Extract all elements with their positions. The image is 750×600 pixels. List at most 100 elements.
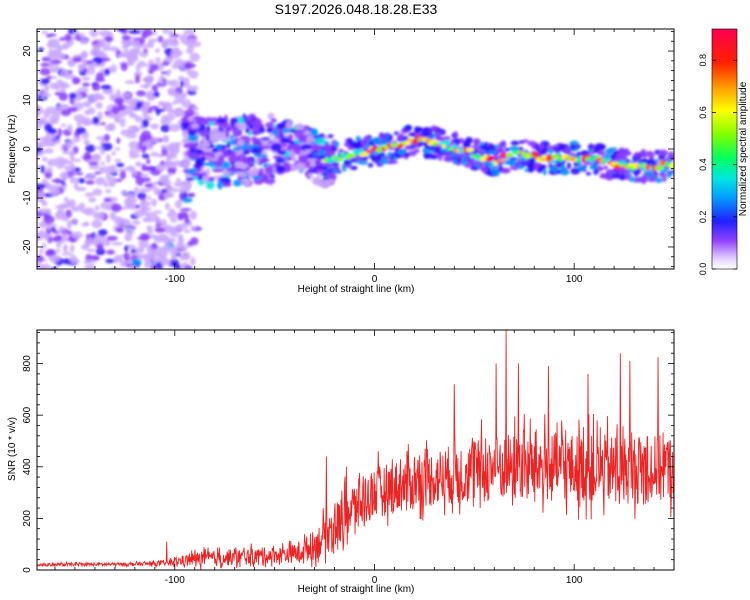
- heatmap-cell: [225, 122, 230, 128]
- heatmap-cell: [162, 29, 169, 35]
- heatmap-cell: [73, 177, 79, 185]
- heatmap-cell: [171, 101, 177, 105]
- heatmap-cell: [145, 76, 153, 86]
- heatmap-cell: [41, 242, 46, 250]
- heatmap-cell: [111, 151, 116, 156]
- heatmap-cell: [78, 202, 86, 211]
- heatmap-cell: [141, 118, 149, 128]
- heatmap-cell: [180, 80, 185, 88]
- heatmap-cell: [199, 130, 211, 138]
- heatmap-cell: [127, 57, 133, 67]
- snr-ytick-label: 600: [22, 406, 33, 423]
- heatmap-cell: [294, 162, 307, 171]
- heatmap-cell: [59, 52, 65, 61]
- heatmap-cell: [58, 92, 68, 101]
- heatmap-cell: [121, 34, 131, 41]
- heatmap-cell: [366, 149, 371, 154]
- heatmap-cell: [307, 169, 315, 173]
- heatmap-cell: [403, 152, 411, 157]
- heatmap-cell: [110, 241, 123, 246]
- heatmap-cell: [226, 167, 239, 173]
- heatmap-cell: [252, 175, 262, 180]
- heatmap-cell: [66, 220, 72, 230]
- heatmap-cell: [61, 252, 73, 256]
- heatmap-cell: [189, 52, 201, 62]
- heatmap-cell: [624, 174, 631, 181]
- heatmap-cell: [105, 258, 115, 264]
- heatmap-cell: [149, 63, 159, 72]
- heatmap-cell: [273, 128, 279, 137]
- heatmap-cell: [542, 169, 547, 176]
- heatmap-cell: [116, 162, 125, 168]
- heatmap-cell: [142, 29, 153, 37]
- heatmap-cell: [493, 161, 498, 166]
- heatmap-cell: [165, 72, 171, 77]
- heatmap-cell: [160, 124, 171, 133]
- heatmap-cell: [67, 124, 73, 132]
- heatmap-cell: [658, 149, 669, 157]
- spec-xtick-label: 100: [566, 274, 583, 285]
- heatmap-cell: [184, 265, 193, 269]
- heatmap-cell: [144, 207, 152, 211]
- heatmap-cell: [509, 152, 514, 157]
- heatmap-cell: [466, 158, 474, 164]
- heatmap-cell: [45, 33, 53, 38]
- heatmap-cell: [46, 75, 53, 80]
- heatmap-cell: [267, 112, 275, 120]
- heatmap-cell: [94, 44, 101, 48]
- heatmap-cell: [72, 136, 81, 143]
- heatmap-cell: [282, 128, 291, 134]
- heatmap-cell: [165, 238, 177, 243]
- spectrogram-ylabel: Frequency (Hz): [7, 115, 18, 184]
- heatmap-cell: [138, 239, 149, 249]
- heatmap-cell: [70, 219, 79, 224]
- heatmap-cell: [315, 159, 323, 167]
- heatmap-cell: [290, 164, 296, 172]
- heatmap-cell: [103, 198, 112, 203]
- heatmap-cell: [539, 164, 547, 171]
- heatmap-cell: [164, 202, 170, 210]
- heatmap-cell: [283, 161, 290, 167]
- heatmap-cell: [130, 49, 140, 57]
- heatmap-cell: [168, 39, 180, 47]
- heatmap-cell: [648, 151, 655, 159]
- spectrogram-heatmap: [37, 29, 674, 269]
- heatmap-cell: [81, 76, 91, 81]
- heatmap-cell: [314, 168, 325, 173]
- heatmap-cell: [467, 139, 473, 144]
- heatmap-cell: [162, 192, 175, 198]
- heatmap-cell: [123, 252, 130, 260]
- heatmap-cell: [463, 163, 474, 168]
- heatmap-cell: [69, 175, 75, 184]
- heatmap-cell: [175, 177, 181, 182]
- heatmap-cell: [188, 37, 197, 42]
- spectrogram-xlabel: Height of straight line (km): [298, 284, 415, 295]
- heatmap-cell: [332, 162, 340, 166]
- heatmap-cell: [44, 233, 50, 242]
- heatmap-cell: [73, 114, 86, 122]
- heatmap-cells: [37, 29, 674, 269]
- heatmap-cell: [319, 179, 331, 189]
- heatmap-cell: [251, 138, 262, 145]
- heatmap-cell: [75, 127, 87, 134]
- heatmap-cell: [151, 84, 159, 92]
- heatmap-cell: [45, 167, 53, 173]
- heatmap-cell: [115, 254, 125, 259]
- heatmap-cell: [369, 140, 374, 147]
- heatmap-cell: [589, 159, 595, 163]
- heatmap-cell: [53, 38, 60, 47]
- heatmap-cell: [66, 140, 75, 146]
- heatmap-cell: [587, 143, 595, 150]
- snr-ytick-label: 400: [22, 458, 33, 475]
- heatmap-cell: [150, 198, 158, 207]
- heatmap-cell: [435, 131, 443, 137]
- heatmap-cell: [69, 92, 77, 100]
- heatmap-cell: [43, 215, 55, 225]
- heatmap-cell: [161, 39, 169, 49]
- heatmap-cell: [253, 125, 260, 135]
- heatmap-cell: [659, 169, 669, 173]
- heatmap-cell: [95, 177, 106, 181]
- heatmap-cell: [41, 202, 48, 206]
